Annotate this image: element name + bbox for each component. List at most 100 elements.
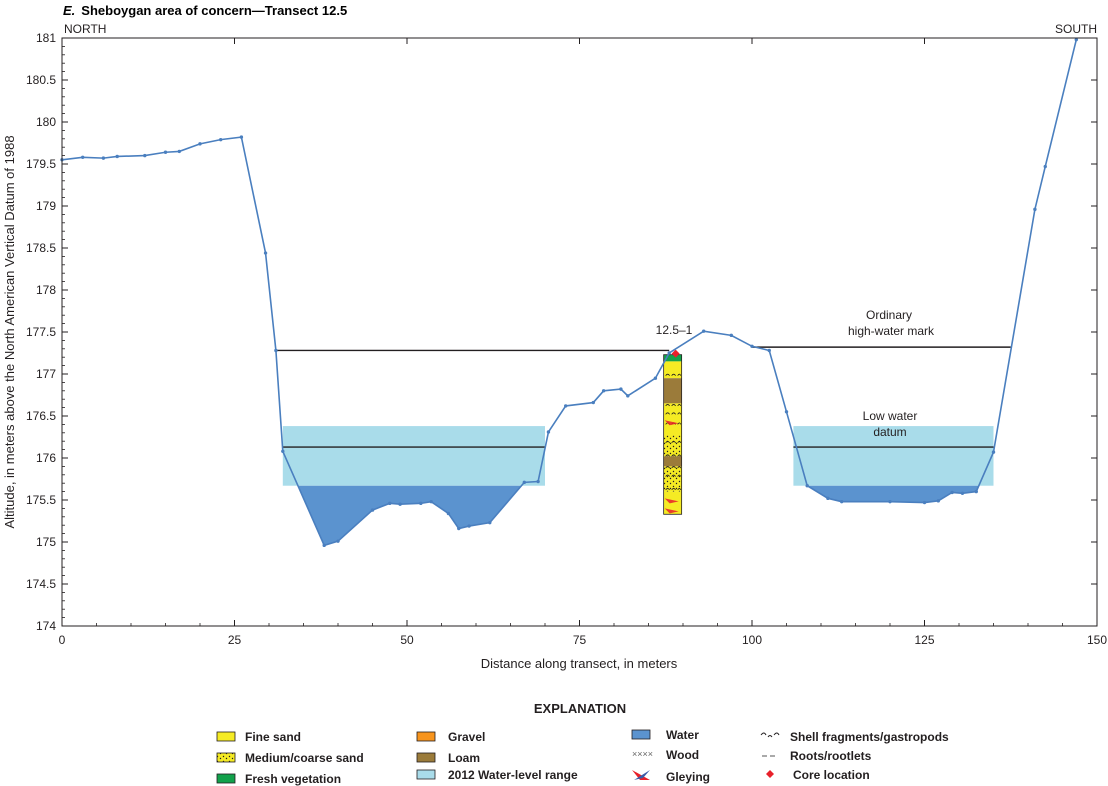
profile-point	[388, 501, 392, 506]
profile-point	[960, 491, 965, 495]
lwd-label-line2: datum	[873, 425, 906, 439]
profile-point	[950, 490, 954, 495]
water-level-range-band-1	[793, 426, 994, 486]
legend-heading: EXPLANATION	[534, 701, 626, 716]
legend-roots: Roots/rootlets	[790, 749, 872, 763]
x-tick-label: 50	[400, 633, 414, 647]
x-tick-label: 100	[742, 633, 762, 647]
core-shell-mark-7	[665, 474, 682, 477]
core-shell-mark-1	[665, 404, 682, 407]
y-tick-label: 175	[36, 535, 56, 549]
profile-point	[198, 142, 202, 146]
water-fill-0	[297, 485, 522, 546]
core-gleying-mark-1	[664, 498, 679, 504]
profile-point	[546, 430, 551, 434]
profile-point	[667, 351, 671, 355]
profile-point	[467, 524, 471, 528]
profile-point	[398, 502, 402, 506]
fine-sand-swatch	[216, 731, 236, 742]
x-tick-label: 0	[59, 633, 66, 647]
legend-wood: Wood	[666, 748, 699, 762]
core-location-icon	[766, 770, 774, 778]
profile-point	[702, 329, 706, 333]
core-shell-mark-8	[665, 488, 682, 491]
profile-point	[163, 150, 168, 154]
profile-point	[446, 511, 451, 516]
water-swatch	[631, 729, 651, 740]
medium-coarse-sand-swatch	[216, 752, 236, 763]
profile-point	[336, 539, 340, 543]
y-tick-label: 177.5	[26, 325, 56, 339]
legend-loam: Loam	[448, 751, 480, 765]
core-shell-mark-6	[665, 466, 682, 469]
profile-point	[619, 387, 623, 391]
core-shell-mark-0	[665, 373, 682, 376]
fresh-vegetation-swatch	[216, 773, 236, 784]
y-axis-label: Altitude, in meters above the North Amer…	[2, 135, 17, 528]
y-tick-label: 180	[36, 115, 56, 129]
gleying-icon	[632, 770, 650, 780]
profile-point	[840, 499, 844, 504]
profile-point	[888, 499, 892, 504]
legend-shell-fragments: Shell fragments/gastropods	[790, 730, 949, 744]
legend-water: Water	[666, 728, 699, 742]
wood-symbol: ××××	[632, 749, 653, 759]
profile-point	[370, 508, 375, 512]
profile-point	[274, 348, 278, 353]
core-layer-fine-sand-3	[663, 403, 682, 435]
x-tick-label: 125	[914, 633, 934, 647]
legend-core-location: Core location	[793, 768, 870, 782]
y-tick-label: 181	[36, 31, 56, 45]
y-tick-label: 174	[36, 619, 56, 633]
profile-point	[281, 449, 285, 453]
profile-point	[536, 479, 540, 484]
x-tick-label: 75	[573, 633, 587, 647]
y-tick-label: 175.5	[26, 493, 56, 507]
profile-point	[457, 526, 461, 531]
legend-gravel: Gravel	[448, 730, 485, 744]
shell-fragments-icon	[760, 732, 780, 738]
core-shell-mark-5	[665, 454, 682, 457]
legend: EXPLANATION Fine sand Medium/coarse sand…	[216, 701, 949, 786]
profile-point	[991, 450, 996, 454]
profile-line	[61, 39, 1078, 547]
profile-point	[1033, 207, 1037, 212]
north-label: NORTH	[64, 22, 106, 36]
core-shell-mark-4	[665, 440, 682, 444]
profile-point	[601, 389, 606, 393]
profile-point	[653, 376, 658, 380]
ohw-label-line2: high-water mark	[848, 324, 935, 338]
y-tick-label: 179.5	[26, 157, 56, 171]
y-tick-label: 176.5	[26, 409, 56, 423]
profile-point	[922, 500, 927, 505]
profile-point	[564, 404, 568, 408]
profile-point	[522, 480, 526, 485]
profile-point	[826, 496, 830, 501]
y-tick-label: 178.5	[26, 241, 56, 255]
profile-point	[219, 137, 223, 142]
y-tick-label: 178	[36, 283, 56, 297]
ohw-label-line1: Ordinary	[866, 308, 912, 322]
core-location-marker	[671, 349, 680, 358]
profile-point	[750, 344, 754, 348]
profile-point	[488, 520, 492, 525]
core-layer-loam-5	[663, 456, 682, 467]
legend-fine-sand: Fine sand	[245, 730, 301, 744]
profile-point	[626, 394, 630, 398]
core-layer-fresh-vegetation-0	[663, 354, 682, 362]
x-axis-ticks: 0 25 50 75 100 125 150	[59, 38, 1107, 647]
profile-point	[101, 156, 106, 160]
core-gleying-mark-0	[664, 420, 679, 426]
water-fill-1	[807, 485, 979, 503]
profile-point	[1074, 37, 1079, 42]
profile-point	[115, 154, 119, 159]
legend-medium-coarse-sand: Medium/coarse sand	[245, 751, 364, 765]
profile-point	[729, 333, 733, 338]
profile-point	[81, 155, 85, 159]
core-column	[663, 349, 683, 515]
y-tick-label: 174.5	[26, 577, 56, 591]
profile-point	[974, 489, 978, 494]
profile-series	[60, 37, 1079, 548]
x-axis-label: Distance along transect, in meters	[481, 656, 678, 671]
